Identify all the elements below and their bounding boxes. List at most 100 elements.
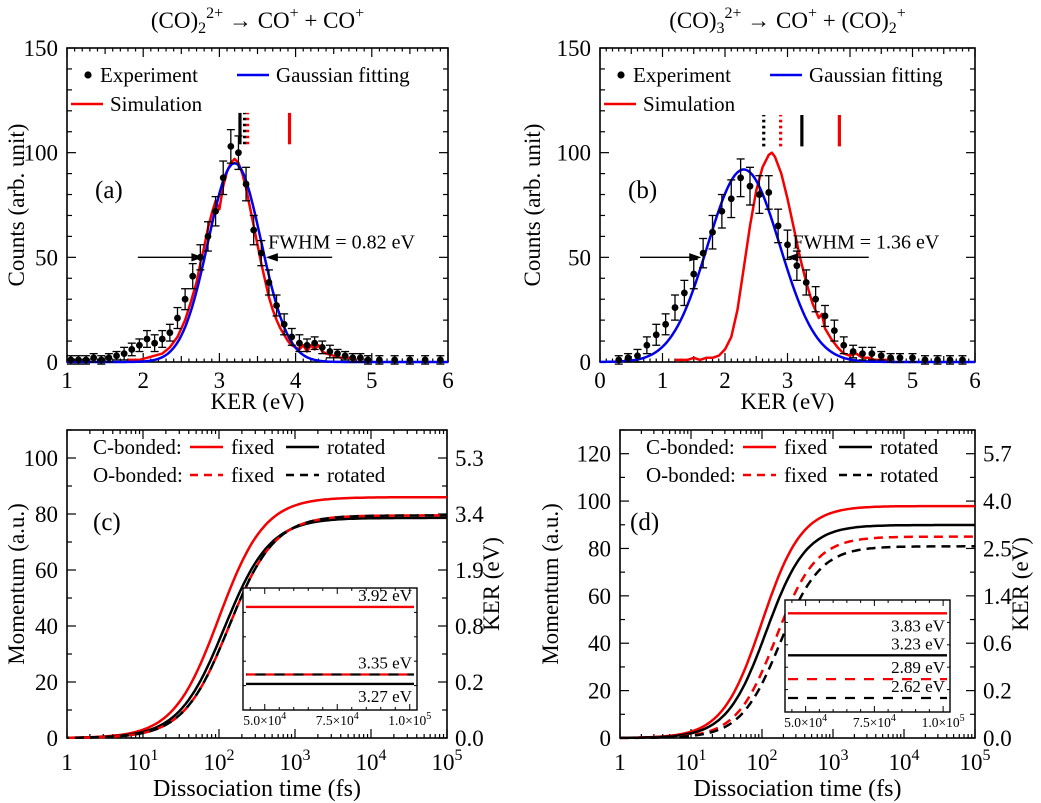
right-tick-label: 5.3 xyxy=(455,446,484,471)
x-tick-label: 3 xyxy=(214,368,226,393)
x-tick-label: 2 xyxy=(719,368,731,393)
legend-item-label: fixed xyxy=(784,435,828,459)
right-tick-label: 2.5 xyxy=(983,536,1012,561)
x-tick-label: 1 xyxy=(614,750,626,775)
y-tick-label: 0 xyxy=(47,726,59,751)
experiment-series xyxy=(614,158,967,365)
chart-title: (CO)22+ → CO+ + CO+ xyxy=(151,5,364,37)
right-tick-label: 1.4 xyxy=(983,584,1012,609)
fwhm-annotation xyxy=(640,253,869,262)
right-tick-label: 4.0 xyxy=(983,489,1012,514)
inset-line-label: 3.83 eV xyxy=(891,616,946,635)
legend: C-bonded: fixed rotated O-bonded: fixed rotat… xyxy=(646,435,939,487)
legend-row-header: C-bonded: xyxy=(93,435,182,459)
y-tick-label: 0 xyxy=(47,350,59,375)
inset-x-tick-label: 5.0×104 xyxy=(784,713,827,730)
legend-experiment-label: Experiment xyxy=(633,63,731,87)
y-tick-label: 50 xyxy=(35,245,58,270)
x-tick-label: 102 xyxy=(204,747,235,775)
x-tick-label: 102 xyxy=(747,747,778,775)
experiment-dot-swatch xyxy=(84,71,92,79)
legend: Experiment Gaussian fitting Simulation xyxy=(604,63,943,116)
series-0 xyxy=(67,495,447,739)
y-tick-label: 40 xyxy=(588,631,611,656)
simulation-curve xyxy=(675,151,888,362)
x-tick-label: 1 xyxy=(61,750,73,775)
x-tick-label: 6 xyxy=(969,368,981,393)
legend-item-label: fixed xyxy=(231,463,275,487)
right-tick-label: 0.2 xyxy=(983,679,1012,704)
panel-label: (b) xyxy=(628,177,657,204)
series-2 xyxy=(620,535,975,740)
panel-label: (d) xyxy=(630,509,659,536)
fwhm-label: FWHM = 0.82 eV xyxy=(268,231,415,253)
legend-row-header: O-bonded: xyxy=(646,463,736,487)
y-tick-label: 40 xyxy=(35,614,58,639)
legend: C-bonded: fixed rotated O-bonded: fixed rotat… xyxy=(93,435,386,487)
legend-row-header: O-bonded: xyxy=(93,463,183,487)
fwhm-annotation xyxy=(137,253,333,262)
inset-line-label: 3.27 eV xyxy=(358,687,413,706)
x-tick-label: 104 xyxy=(889,747,920,775)
momentum-curves xyxy=(619,504,975,740)
inset-line-label: 3.92 eV xyxy=(358,586,413,605)
axes-ticks xyxy=(619,429,976,739)
right-tick-label: 0.8 xyxy=(455,614,484,639)
y-tick-label: 20 xyxy=(588,679,611,704)
y-tick-label: 20 xyxy=(35,670,58,695)
right-tick-label: 0.6 xyxy=(983,631,1012,656)
right-tick-label: 0.0 xyxy=(983,726,1012,751)
y-axis-label: Counts (arb. unit) xyxy=(4,124,29,287)
x-tick-label: 105 xyxy=(960,747,991,775)
x-tick-label: 103 xyxy=(818,747,849,775)
panel-b-histogram: (CO)32+ → CO+ + (CO)2+ 0 1 2 3 4 5 6 0 50 100 150 KE… xyxy=(520,5,981,412)
inset-line-label: 2.62 eV xyxy=(891,677,946,696)
y-axis-label: Counts (arb. unit) xyxy=(520,124,545,287)
experiment-series xyxy=(66,128,445,365)
right-axis-label: KER (eV) xyxy=(479,537,504,631)
series-3 xyxy=(67,514,447,740)
experiment-dot-swatch xyxy=(617,71,625,79)
legend-item-label: rotated xyxy=(327,463,386,487)
panel-d-momentum-chart: 1 101 102 103 104 105 0 20 40 60 80 100 120 0.0 0.2 0.6… xyxy=(538,429,1033,802)
panel-label: (a) xyxy=(95,177,123,204)
y-tick-label: 0 xyxy=(580,350,592,375)
inset-x-tick-label: 7.5×104 xyxy=(316,711,359,728)
y-tick-label: 50 xyxy=(568,245,591,270)
momentum-curves xyxy=(66,495,447,740)
x-tick-label: 5 xyxy=(907,368,919,393)
y-tick-label: 100 xyxy=(557,141,592,166)
y-axis-label: Momentum (a.u.) xyxy=(538,503,563,665)
final-ker-markers xyxy=(762,114,841,147)
legend-experiment-label: Experiment xyxy=(100,63,198,87)
x-tick-label: 101 xyxy=(128,747,159,775)
x-tick-label: 2 xyxy=(137,368,149,393)
x-axis-label: Dissociation time (fs) xyxy=(153,776,361,802)
y-axis-label: Momentum (a.u.) xyxy=(4,503,29,665)
simulation-curve xyxy=(128,157,357,362)
legend-gaussian-label: Gaussian fitting xyxy=(276,63,410,87)
x-tick-label: 101 xyxy=(676,747,707,775)
legend-gaussian-label: Gaussian fitting xyxy=(809,63,943,87)
final-ker-markers xyxy=(238,112,292,145)
right-tick-label: 5.7 xyxy=(983,442,1012,467)
x-tick-label: 6 xyxy=(442,368,454,393)
x-tick-label: 1 xyxy=(657,368,669,393)
y-tick-label: 0 xyxy=(600,726,612,751)
inset-chart: 5.0×104 7.5×104 1.0×105 3.83 eV3.23 eV 2.89 … xyxy=(784,599,965,730)
x-tick-label: 1 xyxy=(61,368,73,393)
x-axis-label: KER (eV) xyxy=(211,389,305,412)
y-tick-label: 60 xyxy=(588,584,611,609)
inset-x-tick-label: 7.5×104 xyxy=(853,713,896,730)
x-axis-label: Dissociation time (fs) xyxy=(694,776,902,802)
plot-frame xyxy=(619,429,976,739)
y-tick-label: 120 xyxy=(577,442,612,467)
inset-chart: 5.0×104 7.5×104 1.0×105 3.92 eV 3.35 eV 3.27 … xyxy=(242,586,431,728)
x-tick-label: 4 xyxy=(844,368,856,393)
legend-simulation-label: Simulation xyxy=(643,92,736,116)
y-tick-label: 150 xyxy=(557,36,592,61)
x-tick-label: 5 xyxy=(366,368,378,393)
legend-item-label: rotated xyxy=(327,435,386,459)
axes-ticks xyxy=(66,47,449,363)
